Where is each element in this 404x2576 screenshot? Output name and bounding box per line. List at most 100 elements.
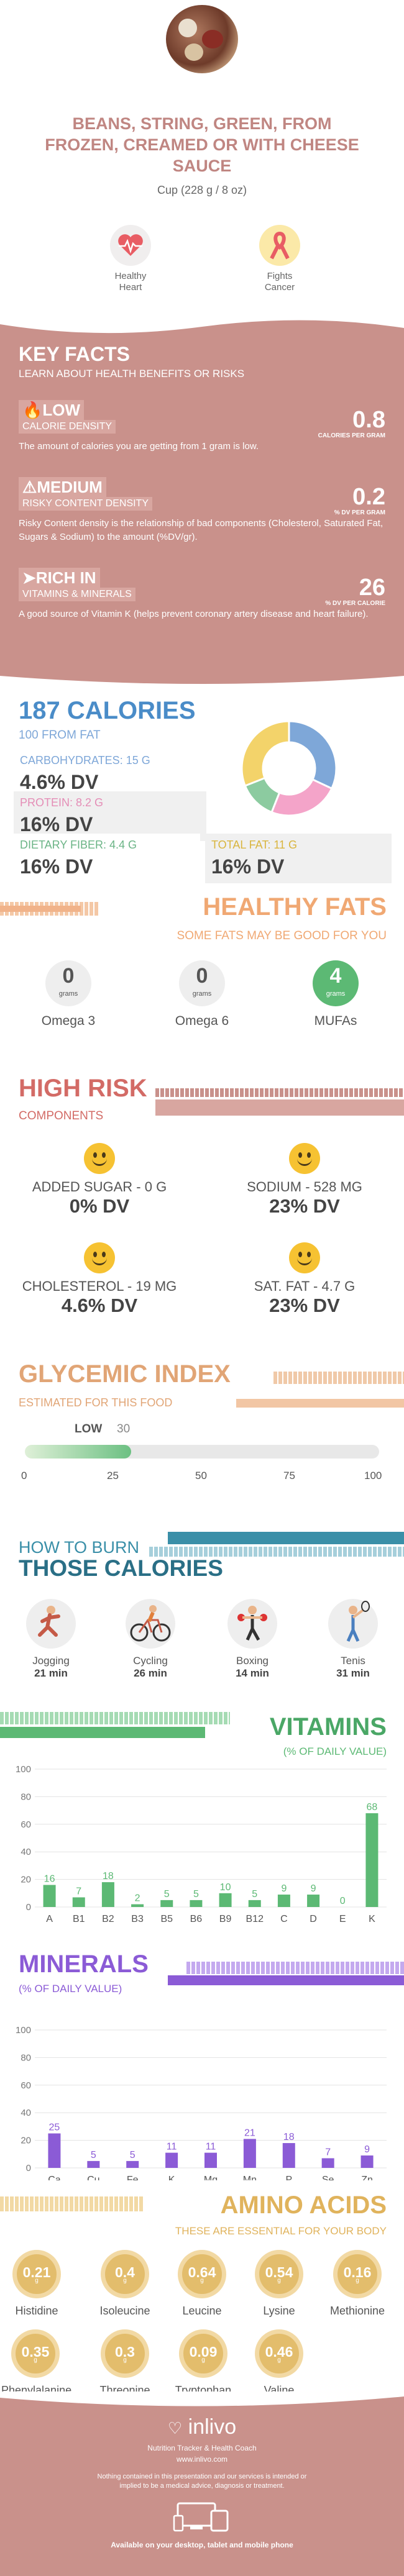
fact-risky-content: ⚠MEDIUM RISKY CONTENT DENSITY 0.2% DV PE… (19, 477, 385, 544)
ribbon-icon (259, 225, 300, 266)
amino-value: 0.21 (22, 2264, 51, 2280)
bar (131, 1904, 144, 1907)
high-risk-subtitle: COMPONENTS (19, 1109, 104, 1122)
bar-value-label: 21 (244, 2128, 255, 2138)
bar (87, 2160, 100, 2168)
amino-value: 0.54 (265, 2264, 293, 2280)
bar (72, 1897, 85, 1907)
burn-time: 21 min (34, 1667, 68, 1679)
fat-unit: grams (58, 990, 78, 998)
smiley-icon (84, 1242, 115, 1273)
benefit-label: Heart (119, 282, 142, 293)
x-tick-label: B5 (160, 1914, 173, 1924)
risk-cholesterol: CHOLESTEROL - 19 mg 4.6% DV (6, 1242, 193, 1317)
footer-tagline: Nutrition Tracker & Health Coach (147, 2444, 257, 2452)
donut-slice-carbs (288, 720, 337, 790)
wave-divider (0, 316, 404, 334)
footer-url[interactable]: www.inlivo.com (176, 2455, 228, 2464)
x-tick-label: B6 (190, 1914, 203, 1924)
macro-label: DIETARY FIBER: 4.4 g (20, 839, 137, 851)
high-risk-title: HIGH RISK (19, 1075, 147, 1102)
fact-desc: A good source of Vitamin K (helps preven… (19, 609, 369, 619)
y-tick-label: 0 (26, 2163, 31, 2173)
y-tick-label: 60 (21, 1819, 31, 1830)
amino-unit: g (201, 2357, 205, 2364)
amino-value: 0.46 (265, 2344, 293, 2360)
y-tick-label: 100 (16, 1764, 31, 1775)
x-tick-label: K (369, 1914, 375, 1924)
fact-unit: CALORIES PER GRAM (318, 432, 385, 439)
amino-valine: 0.46 g Valine (245, 2329, 313, 2397)
smiley-icon (289, 1242, 320, 1273)
fact-vitamins-minerals: ➤RICH IN VITAMINS & MINERALS 26% DV PER … (19, 568, 385, 621)
calories-title: 187 CALORIES (19, 697, 196, 724)
glycemic-value: 30 (117, 1422, 131, 1436)
smiley-icon (289, 1143, 320, 1174)
healthy-fats-section: HEALTHY FATS SOME FATS MAY BE GOOD FOR Y… (0, 888, 404, 1062)
burn-time: 14 min (236, 1667, 269, 1679)
risk-dv: 4.6% DV (61, 1295, 138, 1316)
bar (101, 1882, 114, 1907)
fact-level: RICH IN (35, 568, 96, 587)
benefit-healthy-heart: Healthy Heart (99, 225, 162, 293)
glycemic-level: LOW (75, 1422, 103, 1436)
risk-label: SODIUM - 528 mg (247, 1179, 362, 1195)
bar (165, 2152, 178, 2168)
burn-time: 31 min (336, 1667, 370, 1679)
amino-lysine: 0.54 g Lysine (245, 2250, 313, 2318)
burn-cycling: Cycling 26 min (113, 1599, 188, 1680)
amino-unit: g (277, 2357, 281, 2364)
decor-stripe (273, 1372, 404, 1384)
amino-unit: g (277, 2277, 281, 2284)
glycemic-tick: 25 (107, 1470, 119, 1481)
x-tick-label: A (46, 1914, 53, 1924)
x-tick-label: K (168, 2175, 175, 2185)
bar-value-label: 25 (49, 2123, 60, 2133)
high-risk-section: HIGH RISK COMPONENTS ADDED SUGAR - 0 g 0… (0, 1062, 404, 1348)
macro-fiber: DIETARY FIBER: 4.4 g 16% DV (14, 834, 200, 883)
glycemic-bar-fill (25, 1445, 131, 1459)
x-tick-label: C (280, 1914, 288, 1924)
risk-dv: 0% DV (69, 1195, 130, 1217)
header-section: BEANS, STRING, GREEN, FROM FROZEN, CREAM… (0, 0, 404, 323)
flame-icon: 🔥 (22, 401, 43, 419)
fact-desc: Risky Content density is the relationshi… (19, 518, 383, 542)
fat-unit: grams (326, 990, 346, 998)
bar (360, 2155, 374, 2168)
bar-value-label: 18 (103, 1871, 114, 1882)
minerals-section: MINERALS (% OF DAILY VALUE) 0 20 40 60 80 100… (0, 1932, 404, 2199)
y-tick-label: 20 (21, 2136, 31, 2146)
healthy-fats-title: HEALTHY FATS (203, 893, 387, 921)
fat-value: 0 (62, 964, 75, 988)
donut-slice-protein (270, 778, 333, 817)
key-facts-title: KEY FACTS (19, 343, 130, 365)
burn-label: Boxing (236, 1655, 269, 1667)
fat-label: Omega 6 (175, 1014, 229, 1028)
glycemic-section: GLYCEMIC INDEX ESTIMATED FOR THIS FOOD L… (0, 1348, 404, 1509)
risk-sodium: SODIUM - 528 mg 23% DV (211, 1143, 398, 1217)
vitamins-section: VITAMINS (% OF DAILY VALUE) 0 20 40 60 80 100… (0, 1690, 404, 1932)
tennis-icon (328, 1599, 378, 1649)
macro-label: TOTAL FAT: 11 g (211, 839, 298, 851)
x-tick-label: B12 (246, 1914, 264, 1924)
amino-unit: g (34, 2357, 37, 2364)
fat-label: Omega 3 (41, 1014, 96, 1028)
amino-unit: g (123, 2357, 127, 2364)
x-tick-label: D (310, 1914, 317, 1924)
amino-histidine: 0.21 g Histidine (2, 2250, 71, 2318)
risk-label: CHOLESTEROL - 19 mg (22, 1278, 177, 1294)
macro-label: CARBOHYDRATES: 15 g (20, 754, 150, 767)
fat-omega3: 0 grams Omega 3 (25, 960, 112, 1029)
food-title: BEANS, STRING, GREEN, FROM FROZEN, CREAM… (45, 114, 359, 175)
amino-methionine: 0.16 g Methionine (323, 2250, 392, 2318)
x-tick-label: B2 (102, 1914, 114, 1924)
amino-value: 0.64 (188, 2264, 216, 2280)
decor-bar (168, 1975, 404, 1985)
amino-section: AMINO ACIDS THESE ARE ESSENTIAL FOR YOUR… (0, 2180, 404, 2396)
fact-unit: % DV PER GRAM (334, 509, 385, 516)
rocket-icon: ➤ (22, 568, 36, 587)
amino-name: Histidine (15, 2305, 58, 2317)
fact-name: CALORIE DENSITY (19, 420, 116, 434)
bar-value-label: 9 (311, 1883, 316, 1894)
decor-stripe (0, 1712, 230, 1724)
